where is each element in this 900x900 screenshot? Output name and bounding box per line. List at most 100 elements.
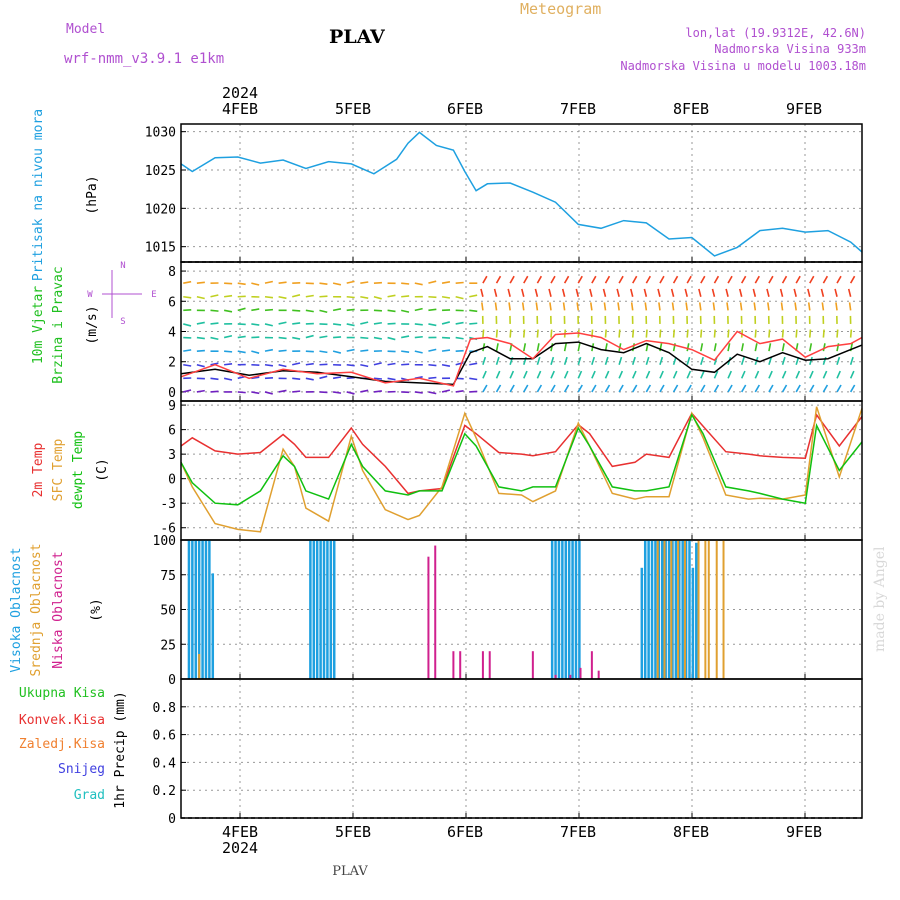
- wind-arrow: [278, 336, 287, 340]
- wind-arrow: [251, 323, 260, 326]
- wind-arrow: [441, 281, 451, 284]
- cloud-bar-0: [681, 540, 684, 679]
- cloud-bar-0: [187, 540, 191, 679]
- wind-arrow: [645, 356, 650, 365]
- wind-arrow: [700, 370, 705, 379]
- cloud-label-low: Niska Oblacnost: [51, 551, 66, 668]
- cloud-bar-0: [557, 540, 561, 679]
- wind-arrow: [836, 356, 841, 365]
- wind-arrow: [522, 343, 527, 352]
- wind-arrow: [754, 370, 760, 379]
- wind-arrow: [278, 281, 287, 284]
- wind-arrow: [455, 295, 464, 300]
- wind-arrow: [507, 288, 511, 297]
- wind-arrow: [428, 308, 437, 312]
- wind-arrow: [836, 384, 842, 393]
- wind-arrow: [767, 302, 770, 311]
- wind-arrow: [591, 384, 597, 393]
- wind-arrow: [563, 356, 568, 365]
- wind-arrow: [713, 370, 719, 379]
- wind-arrow: [224, 350, 233, 353]
- wind-arrow: [305, 362, 314, 366]
- wind-arrow: [727, 329, 730, 338]
- wind-arrow: [849, 384, 856, 393]
- wind-arrow: [536, 275, 543, 284]
- precip-label-hail: Grad: [74, 788, 105, 803]
- wind-arrow: [713, 275, 720, 284]
- wind-label-1: 10m Vjetar: [31, 286, 46, 364]
- wind-arrow: [428, 363, 437, 367]
- cloud-bar-2: [434, 545, 437, 679]
- wind-arrow: [752, 288, 757, 297]
- wind-arrow: [346, 323, 355, 327]
- y-tick-label: 0: [168, 673, 176, 688]
- wind-arrow: [251, 350, 260, 354]
- y-tick-label: 0.8: [153, 701, 176, 716]
- wind-arrow: [305, 294, 314, 298]
- cloud-bar-2: [531, 651, 534, 679]
- y-tick-label: 0: [168, 386, 176, 401]
- wind-arrow: [495, 275, 502, 284]
- wind-arrow: [618, 275, 624, 284]
- cloud-bar-2: [452, 651, 455, 679]
- wind-arrow: [210, 294, 219, 298]
- wind-arrow: [700, 343, 704, 352]
- wind-arrow: [319, 309, 328, 314]
- wind-arrow: [237, 335, 246, 339]
- wind-arrow: [319, 350, 328, 354]
- wind-arrow: [836, 275, 842, 284]
- cloud-bar-1: [656, 540, 659, 679]
- y-tick-label: 0.6: [153, 729, 176, 744]
- wind-arrow: [428, 280, 437, 284]
- wind-arrow: [251, 282, 260, 286]
- wind-arrow: [631, 370, 637, 379]
- cloud-label-high: Visoka Oblacnost: [9, 547, 24, 672]
- wind-arrow: [401, 282, 410, 285]
- station-title: PLAV: [329, 26, 386, 48]
- panel-4: 0 0.2 0.4 0.6 0.8: [153, 678, 863, 827]
- cloud-bar-1: [697, 540, 700, 679]
- cloud-bar-0: [571, 540, 574, 679]
- wind-arrow: [373, 295, 382, 300]
- wind-arrow: [849, 329, 853, 338]
- y-tick-label: 1020: [145, 202, 176, 217]
- wind-arrow: [645, 275, 651, 284]
- wind-arrow: [346, 280, 355, 284]
- wind-arrow: [333, 336, 342, 339]
- wind-arrow: [183, 280, 192, 284]
- wind-arrow: [360, 336, 369, 340]
- wind-arrow: [346, 308, 355, 312]
- wind-arrow: [521, 302, 525, 311]
- wind-arrow: [835, 302, 838, 311]
- wind-arrow: [482, 384, 488, 393]
- wind-arrow: [480, 288, 484, 297]
- wind-arrow: [644, 302, 648, 311]
- cloud-bar-0: [554, 540, 557, 679]
- wind-arrow: [196, 389, 205, 393]
- y-tick-label: 2: [168, 356, 176, 371]
- y-tick-label: 0.2: [153, 784, 176, 799]
- cloud-bar-0: [550, 540, 554, 679]
- wind-arrow: [577, 343, 581, 352]
- wind-arrow: [563, 275, 570, 284]
- wind-arrow: [401, 335, 410, 339]
- cloud-bar-0: [315, 540, 319, 679]
- wind-arrow: [292, 390, 301, 393]
- year-bottom: 2024: [222, 839, 258, 857]
- wind-arrow: [264, 391, 273, 395]
- wind-arrow: [264, 280, 273, 284]
- wind-arrow: [577, 370, 583, 379]
- wind-arrows: [183, 275, 856, 395]
- cloud-bar-1: [704, 540, 707, 679]
- cloud-bar-0: [688, 540, 691, 679]
- cloud-bar-0: [201, 540, 204, 679]
- wind-arrow: [768, 370, 773, 379]
- wind-arrow: [847, 288, 852, 297]
- wind-arrow: [278, 363, 287, 368]
- wind-arrow: [576, 302, 580, 311]
- wind-arrow: [848, 302, 852, 311]
- wind-arrow: [631, 329, 635, 338]
- wind-arrow: [360, 295, 369, 299]
- pressure-label: Pritisak na nivou mora: [31, 109, 46, 281]
- cloud-bar-2: [597, 670, 600, 679]
